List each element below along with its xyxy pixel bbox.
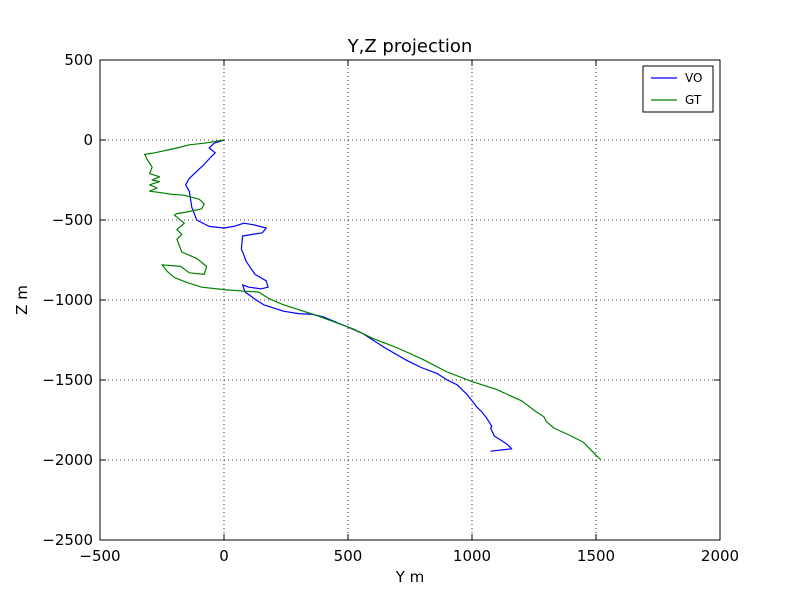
- y-axis: 500 0 −500 −1000 −1500 −2000 −2500: [42, 51, 720, 549]
- x-tick-label: 500: [334, 547, 363, 565]
- chart-title: Y,Z projection: [347, 36, 473, 57]
- x-tick-label: 1500: [577, 547, 615, 565]
- x-tick-label: 0: [219, 547, 229, 565]
- y-tick-label: −1500: [42, 371, 93, 389]
- x-tick-label: 1000: [453, 547, 491, 565]
- series-line-gt: [144, 139, 602, 461]
- x-tick-label: −500: [79, 547, 120, 565]
- y-axis-label: Z m: [13, 285, 31, 315]
- y-tick-label: −2500: [42, 531, 93, 549]
- series-line-vo: [185, 139, 513, 452]
- x-tick-label: 2000: [701, 547, 739, 565]
- legend-label-gt: GT: [685, 93, 702, 107]
- y-tick-label: −2000: [42, 451, 93, 469]
- series-layer: [144, 139, 602, 461]
- y-tick-label: −500: [52, 211, 93, 229]
- x-axis-label: Y m: [395, 568, 425, 586]
- y-tick-label: 500: [64, 51, 93, 69]
- legend-box: [642, 65, 714, 113]
- y-tick-label: −1000: [42, 291, 93, 309]
- x-axis: −500 0 500 1000 1500 2000: [79, 60, 739, 565]
- legend: VO GT: [642, 65, 714, 113]
- y-tick-label: 0: [83, 131, 93, 149]
- legend-label-vo: VO: [685, 71, 702, 85]
